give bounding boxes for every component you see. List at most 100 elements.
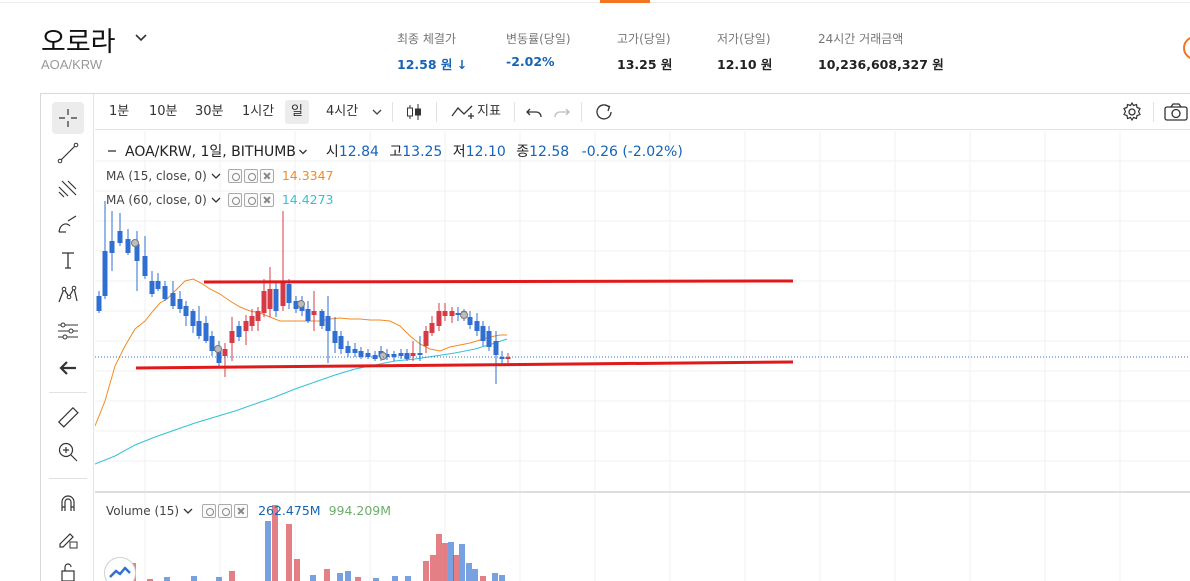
timeframe-4h[interactable]: 4시간: [326, 104, 359, 119]
volume-bar: [405, 576, 411, 581]
indicator-name[interactable]: MA (15, close, 0): [106, 168, 207, 183]
gear-icon[interactable]: [1121, 100, 1143, 124]
price-chart[interactable]: [95, 131, 1190, 581]
toolbar-divider: [581, 102, 582, 122]
camera-icon[interactable]: [1163, 100, 1189, 124]
candles-layer: [96, 201, 511, 384]
brush-icon: [58, 215, 77, 233]
candle-body: [216, 349, 222, 363]
favorite-toggle[interactable]: [1183, 36, 1190, 60]
eye-icon[interactable]: [227, 192, 242, 207]
lock-icon: [61, 563, 75, 581]
drawing-toolbar: [41, 94, 94, 581]
candle-body: [155, 281, 161, 289]
redo-icon[interactable]: [553, 100, 571, 124]
candle-body: [410, 353, 416, 356]
chevron-down-icon[interactable]: [210, 172, 222, 180]
gear-icon[interactable]: [243, 192, 258, 207]
candle-body: [117, 231, 123, 243]
candle-body: [474, 321, 480, 331]
timeframe-10m[interactable]: 10분: [149, 104, 178, 119]
support-line: [135, 360, 794, 370]
indicator-name[interactable]: Volume (15): [106, 503, 180, 518]
timeframe-1d[interactable]: 일: [285, 100, 309, 124]
magnet-tool[interactable]: [52, 487, 84, 519]
close-icon[interactable]: [234, 503, 249, 518]
fib-icon: [58, 180, 77, 198]
lock-draw-icon: [59, 533, 78, 549]
undo-icon[interactable]: [525, 100, 543, 124]
lock-tool[interactable]: [52, 556, 84, 581]
chevron-down-icon[interactable]: [134, 30, 148, 44]
collapse-legend-icon[interactable]: [107, 146, 117, 156]
back-tool[interactable]: [52, 352, 84, 384]
chart-frame: [40, 93, 1190, 581]
lock-draw-tool[interactable]: [52, 522, 84, 554]
candle-body: [255, 311, 261, 321]
volume-bar: [492, 573, 498, 581]
chevron-down-icon[interactable]: [298, 148, 308, 156]
pattern-icon: [58, 285, 78, 303]
candle-body: [505, 357, 511, 359]
candle-body: [229, 331, 235, 343]
coin-name[interactable]: 오로라: [41, 27, 116, 58]
chevron-down-icon[interactable]: [182, 507, 194, 515]
candle-body: [417, 353, 423, 355]
candlestick-icon[interactable]: [404, 100, 424, 124]
candle-body: [365, 353, 371, 357]
tradingview-logo[interactable]: [104, 557, 136, 581]
candle-body: [142, 256, 148, 276]
timeframe-1h[interactable]: 1시간: [242, 104, 275, 119]
gear-icon[interactable]: [243, 168, 258, 183]
volume-value-1: 262.475M: [258, 503, 321, 518]
logo-icon: [109, 566, 131, 578]
toolbar-divider: [49, 392, 87, 393]
symbol-legend: AOA/KRW, 1일, BITHUMB 시12.84 고13.25 저12.10…: [107, 141, 683, 161]
trend-line-tool[interactable]: [52, 137, 84, 169]
close-icon[interactable]: [259, 192, 274, 207]
magnet-icon: [61, 495, 75, 511]
timeframe-1m[interactable]: 1분: [109, 104, 130, 119]
candle-body: [203, 323, 209, 341]
zoom-tool[interactable]: [52, 436, 84, 468]
text-tool[interactable]: [52, 244, 84, 276]
symbol-name[interactable]: AOA/KRW, 1일, BITHUMB: [125, 144, 296, 160]
candle-body: [358, 351, 364, 357]
stat-change-rate: 변동률(당일) -2.02%: [506, 30, 571, 69]
volume-bar: [265, 521, 271, 581]
active-tab-indicator: [600, 0, 650, 3]
indicators-icon[interactable]: [450, 100, 476, 124]
fib-tool[interactable]: [52, 173, 84, 205]
ruler-tool[interactable]: [52, 401, 84, 433]
chart-grid: [95, 131, 1190, 581]
candle-body: [398, 353, 404, 356]
stat-value: 12.58 원 ↓: [397, 57, 468, 72]
eye-icon[interactable]: [202, 503, 217, 518]
candle-body: [134, 244, 140, 261]
brush-tool[interactable]: [52, 208, 84, 240]
gear-icon[interactable]: [218, 503, 233, 518]
indicators-button[interactable]: 지표: [477, 104, 501, 119]
stat-value: -2.02%: [506, 54, 555, 69]
pattern-tool[interactable]: [52, 279, 84, 311]
forecast-tool[interactable]: [52, 315, 84, 347]
refresh-icon[interactable]: [593, 100, 615, 124]
chevron-down-icon[interactable]: [210, 196, 222, 204]
eye-icon[interactable]: [227, 168, 242, 183]
candle-body: [404, 353, 410, 359]
candle-body: [311, 311, 317, 315]
volume-bar: [472, 569, 478, 581]
candle-body: [125, 239, 131, 253]
chevron-down-icon[interactable]: [371, 100, 383, 124]
indicator-value: 14.4273: [281, 192, 334, 207]
indicator-name[interactable]: MA (60, close, 0): [106, 192, 207, 207]
low-value: 12.10: [465, 144, 506, 160]
volume-bar: [345, 571, 351, 581]
timeframe-30m[interactable]: 30분: [195, 104, 224, 119]
volume-legend: Volume (15) 262.475M 994.209M: [106, 503, 391, 518]
event-marker: [131, 239, 139, 247]
crosshair-tool[interactable]: [52, 102, 84, 134]
close-icon[interactable]: [259, 168, 274, 183]
volume-bar: [272, 505, 278, 581]
volume-pane-divider[interactable]: [95, 491, 1190, 493]
